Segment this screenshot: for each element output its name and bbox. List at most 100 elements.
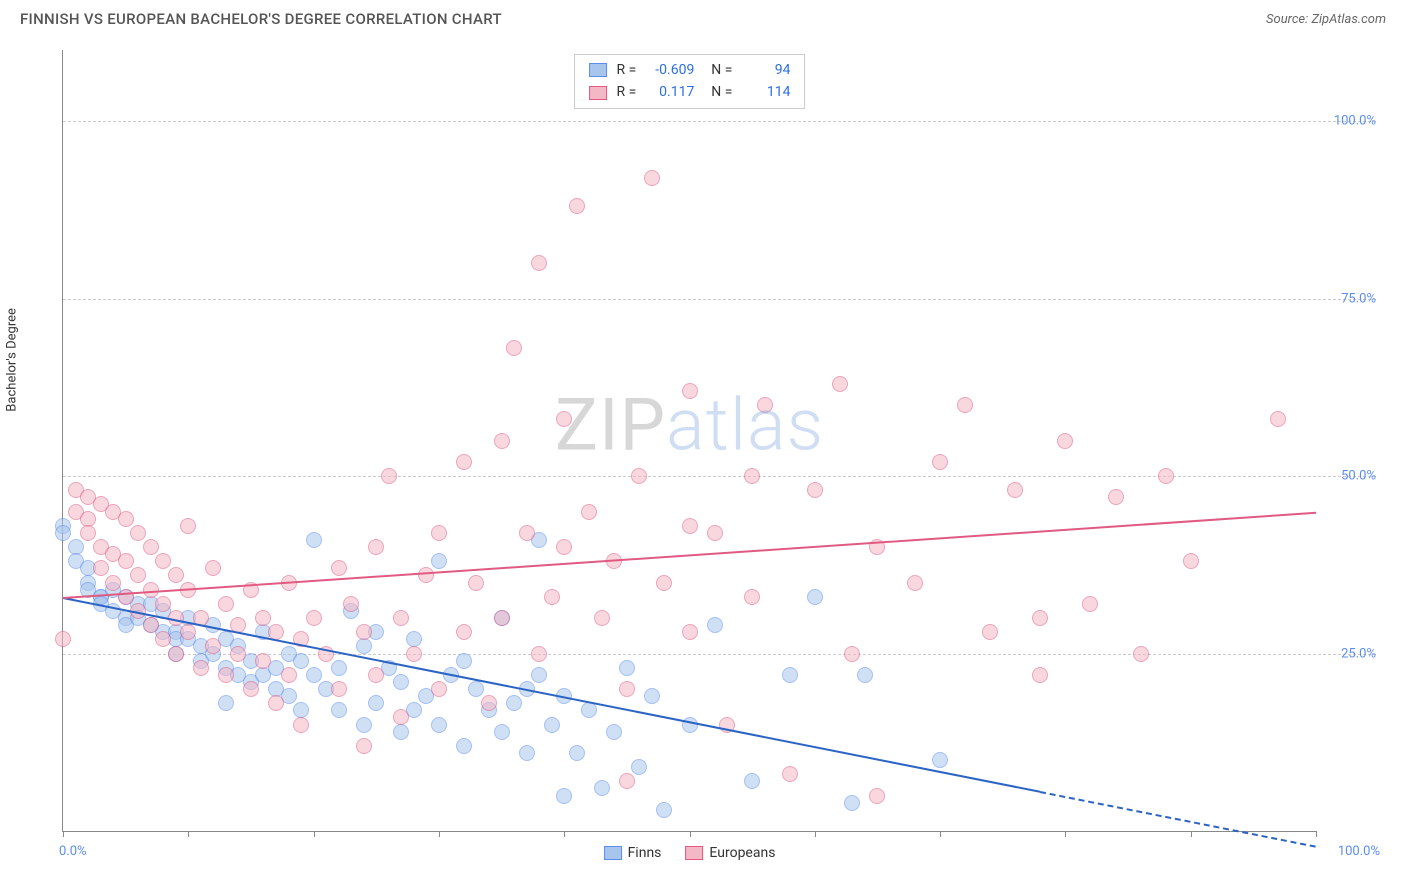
- data-point: [556, 539, 572, 555]
- data-point: [744, 468, 760, 484]
- data-point: [932, 454, 948, 470]
- data-point: [368, 695, 384, 711]
- data-point: [494, 433, 510, 449]
- trend-line: [1040, 791, 1316, 848]
- x-axis-end-label: 100.0%: [1338, 844, 1380, 859]
- data-point: [456, 624, 472, 640]
- data-point: [356, 638, 372, 654]
- data-point: [757, 397, 773, 413]
- legend-item: Europeans: [685, 845, 775, 861]
- data-point: [631, 468, 647, 484]
- data-point: [644, 170, 660, 186]
- data-point: [130, 525, 146, 541]
- data-point: [356, 738, 372, 754]
- x-axis-start-label: 0.0%: [59, 844, 87, 859]
- data-point: [118, 589, 134, 605]
- data-point: [130, 567, 146, 583]
- data-point: [356, 717, 372, 733]
- x-tick-mark: [439, 831, 440, 837]
- y-tick-label: 25.0%: [1341, 646, 1376, 661]
- data-point: [519, 525, 535, 541]
- data-point: [143, 539, 159, 555]
- data-point: [744, 773, 760, 789]
- data-point: [544, 589, 560, 605]
- data-point: [1032, 610, 1048, 626]
- data-point: [143, 617, 159, 633]
- data-point: [506, 340, 522, 356]
- data-point: [406, 646, 422, 662]
- gridline: [63, 299, 1376, 300]
- data-point: [869, 788, 885, 804]
- x-tick-mark: [815, 831, 816, 837]
- data-point: [368, 667, 384, 683]
- chart-container: Bachelor's Degree ZIPatlas R =-0.609 N =…: [20, 40, 1386, 872]
- x-tick-mark: [1316, 831, 1317, 837]
- gridline: [63, 476, 1376, 477]
- data-point: [844, 646, 860, 662]
- data-point: [306, 667, 322, 683]
- x-tick-mark: [1065, 831, 1066, 837]
- data-point: [631, 759, 647, 775]
- data-point: [293, 653, 309, 669]
- data-point: [155, 631, 171, 647]
- data-point: [155, 553, 171, 569]
- data-point: [93, 560, 109, 576]
- data-point: [707, 617, 723, 633]
- data-point: [594, 780, 610, 796]
- data-point: [1108, 489, 1124, 505]
- data-point: [682, 383, 698, 399]
- data-point: [1032, 667, 1048, 683]
- data-point: [606, 724, 622, 740]
- data-point: [118, 511, 134, 527]
- data-point: [281, 667, 297, 683]
- data-point: [180, 624, 196, 640]
- data-point: [205, 638, 221, 654]
- data-point: [456, 738, 472, 754]
- data-point: [556, 788, 572, 804]
- y-tick-label: 50.0%: [1341, 469, 1376, 484]
- data-point: [255, 653, 271, 669]
- data-point: [531, 255, 547, 271]
- data-point: [1082, 596, 1098, 612]
- data-point: [456, 653, 472, 669]
- data-point: [255, 610, 271, 626]
- data-point: [105, 575, 121, 591]
- y-tick-label: 100.0%: [1334, 114, 1376, 129]
- data-point: [519, 745, 535, 761]
- data-point: [381, 468, 397, 484]
- x-tick-mark: [940, 831, 941, 837]
- data-point: [193, 660, 209, 676]
- chart-title: FINNISH VS EUROPEAN BACHELOR'S DEGREE CO…: [20, 10, 502, 28]
- data-point: [431, 717, 447, 733]
- data-point: [293, 717, 309, 733]
- data-point: [506, 695, 522, 711]
- data-point: [619, 681, 635, 697]
- data-point: [331, 560, 347, 576]
- data-point: [368, 539, 384, 555]
- legend-swatch: [685, 846, 703, 860]
- data-point: [431, 553, 447, 569]
- data-point: [531, 667, 547, 683]
- stats-legend-row: R =-0.609 N =94: [589, 59, 791, 81]
- data-point: [393, 674, 409, 690]
- legend-swatch: [589, 86, 607, 100]
- data-point: [907, 575, 923, 591]
- source-credit: Source: ZipAtlas.com: [1266, 12, 1386, 27]
- data-point: [55, 631, 71, 647]
- data-point: [782, 667, 798, 683]
- data-point: [569, 198, 585, 214]
- trend-line: [63, 597, 1041, 793]
- data-point: [581, 702, 597, 718]
- data-point: [431, 525, 447, 541]
- data-point: [55, 525, 71, 541]
- data-point: [468, 575, 484, 591]
- x-tick-mark: [63, 831, 64, 837]
- data-point: [268, 695, 284, 711]
- data-point: [331, 702, 347, 718]
- data-point: [243, 681, 259, 697]
- data-point: [218, 695, 234, 711]
- data-point: [456, 454, 472, 470]
- data-point: [656, 802, 672, 818]
- stats-legend: R =-0.609 N =94R =0.117 N =114: [574, 54, 806, 109]
- data-point: [619, 773, 635, 789]
